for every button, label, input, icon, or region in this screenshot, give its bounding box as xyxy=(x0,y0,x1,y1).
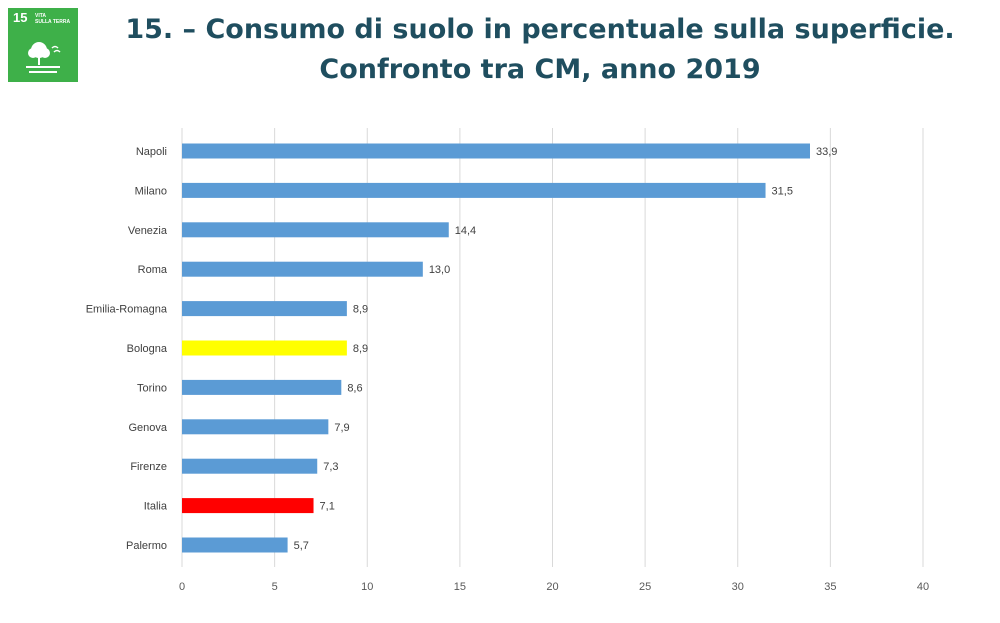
data-label: 33,9 xyxy=(816,146,837,158)
bar xyxy=(182,379,342,395)
category-label: Italia xyxy=(144,501,168,513)
bar xyxy=(182,301,347,317)
bar xyxy=(182,498,314,514)
category-label: Bologna xyxy=(127,343,168,355)
data-label: 7,1 xyxy=(320,501,335,513)
data-label: 31,5 xyxy=(772,185,793,197)
page-title: 15. – Consumo di suolo in percentuale su… xyxy=(110,10,970,90)
x-tick-label: 20 xyxy=(546,581,558,593)
data-label: 14,4 xyxy=(455,225,476,237)
category-label: Roma xyxy=(138,264,168,276)
x-tick-label: 35 xyxy=(824,581,836,593)
bar xyxy=(182,537,288,553)
data-label: 8,6 xyxy=(347,382,362,394)
bar xyxy=(182,222,449,238)
x-tick-label: 30 xyxy=(732,581,744,593)
x-tick-label: 0 xyxy=(179,581,185,593)
x-tick-label: 40 xyxy=(917,581,929,593)
data-label: 13,0 xyxy=(429,264,450,276)
data-label: 8,9 xyxy=(353,304,368,316)
category-label: Napoli xyxy=(136,146,167,158)
data-label: 7,3 xyxy=(323,461,338,473)
bar xyxy=(182,458,318,474)
sdg-label-line2: SULLA TERRA xyxy=(35,19,71,25)
x-tick-label: 5 xyxy=(272,581,278,593)
page-title-line2: Confronto tra CM, anno 2019 xyxy=(319,54,761,85)
category-label: Palermo xyxy=(126,540,167,552)
sdg-label: VITA SULLA TERRA xyxy=(35,13,75,25)
bar xyxy=(182,261,423,277)
data-label: 5,7 xyxy=(294,540,309,552)
category-label: Genova xyxy=(128,422,167,434)
sdg-number: 15 xyxy=(13,10,28,25)
data-label: 7,9 xyxy=(334,422,349,434)
sdg-15-logo: 15 VITA SULLA TERRA xyxy=(8,8,78,82)
page-title-line1: 15. – Consumo di suolo in percentuale su… xyxy=(125,14,955,45)
category-label: Emilia-Romagna xyxy=(86,304,168,316)
x-tick-label: 15 xyxy=(454,581,466,593)
bar xyxy=(182,182,766,198)
category-label: Milano xyxy=(135,185,167,197)
category-label: Venezia xyxy=(128,225,168,237)
bar xyxy=(182,340,347,356)
x-tick-label: 25 xyxy=(639,581,651,593)
sdg-label-line1: VITA xyxy=(35,13,47,19)
category-label: Torino xyxy=(137,382,167,394)
category-label: Firenze xyxy=(130,461,167,473)
x-tick-label: 10 xyxy=(361,581,373,593)
bar xyxy=(182,143,810,159)
tree-and-ground-icon xyxy=(26,42,61,73)
bar xyxy=(182,419,329,435)
data-label: 8,9 xyxy=(353,343,368,355)
